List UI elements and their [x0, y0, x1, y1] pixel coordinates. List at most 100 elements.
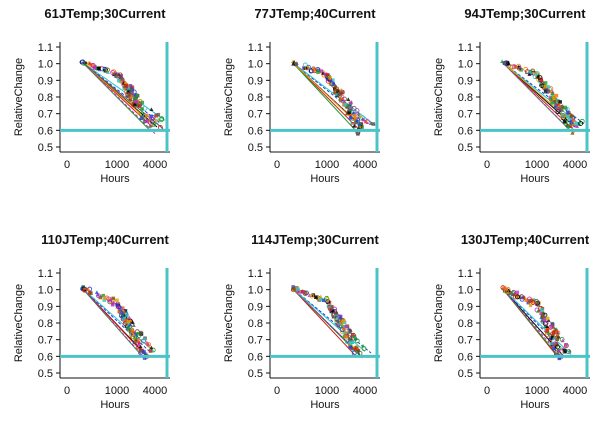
data-point [302, 62, 308, 68]
y-tick-label: 1.1 [458, 268, 473, 280]
data-point [541, 84, 545, 88]
data-point [534, 298, 539, 304]
data-point [131, 334, 136, 340]
data-point [111, 69, 117, 75]
panel-title: 77JTemp;40Current [254, 6, 376, 21]
x-axis-label: Hours [100, 399, 130, 411]
data-point [337, 91, 342, 96]
data-point [125, 313, 129, 318]
series-line [81, 287, 155, 352]
data-point [364, 119, 370, 125]
data-point [565, 114, 570, 119]
data-point [354, 338, 360, 344]
data-point [114, 74, 118, 78]
data-point [337, 314, 342, 319]
data-point [117, 72, 123, 78]
data-point [90, 63, 94, 68]
data-point [103, 296, 107, 300]
data-point [344, 335, 348, 339]
data-point [339, 94, 345, 100]
data-point [119, 313, 124, 319]
data-point [563, 348, 567, 353]
data-point [144, 340, 149, 345]
data-point [291, 62, 296, 66]
data-point [339, 327, 345, 333]
data-point [503, 289, 509, 294]
data-point [301, 289, 306, 294]
data-point [527, 296, 532, 302]
y-tick-label: 0.6 [458, 125, 473, 137]
data-point [535, 72, 540, 77]
data-point [134, 93, 139, 98]
data-point [554, 333, 559, 338]
data-point [128, 97, 133, 102]
data-point [138, 344, 143, 349]
y-tick-label: 1.0 [248, 285, 263, 297]
series-line [501, 287, 564, 360]
data-point [123, 309, 128, 313]
data-point [556, 349, 561, 353]
y-tick-label: 0.9 [248, 301, 263, 313]
data-point [121, 316, 126, 321]
y-tick-label: 0.8 [458, 92, 473, 104]
x-tick-label: 4000 [353, 159, 377, 171]
data-point [344, 324, 349, 329]
data-point [291, 287, 296, 291]
data-point [307, 293, 312, 298]
data-point [159, 116, 165, 122]
y-tick-label: 0.6 [38, 125, 53, 137]
data-point [345, 103, 350, 107]
data-point [509, 64, 515, 70]
data-point [551, 333, 555, 338]
data-point [337, 321, 342, 325]
data-point [352, 334, 357, 339]
data-point [347, 330, 352, 334]
data-point [371, 122, 376, 126]
data-point [349, 100, 354, 104]
data-point [543, 81, 548, 85]
data-point [130, 320, 135, 325]
data-point [314, 295, 318, 299]
data-point [540, 314, 545, 319]
x-axis-label: Hours [520, 173, 550, 185]
data-point [552, 335, 557, 340]
x-tick-label: 0 [64, 385, 70, 397]
data-point [356, 111, 361, 116]
data-point [564, 343, 568, 347]
y-tick-label: 0.7 [458, 335, 473, 347]
data-point [574, 121, 578, 126]
y-tick-label: 0.7 [458, 109, 473, 121]
data-point [328, 76, 332, 80]
data-point [148, 349, 153, 353]
data-point [87, 61, 92, 65]
data-point [126, 319, 131, 324]
x-axis-label: Hours [310, 399, 340, 411]
data-point [119, 74, 123, 78]
y-tick-label: 1.1 [248, 268, 263, 280]
data-point [502, 61, 507, 65]
data-point [149, 107, 154, 111]
data-point [101, 293, 105, 298]
data-point [132, 102, 137, 106]
data-point [321, 298, 326, 303]
data-point [538, 311, 543, 315]
panel-title: 110JTemp;40Current [41, 232, 169, 247]
y-tick-label: 0.5 [458, 368, 473, 380]
data-point [96, 293, 101, 299]
data-point [94, 290, 99, 294]
y-tick-label: 0.5 [458, 142, 473, 154]
data-point [562, 119, 567, 124]
data-point [554, 102, 559, 107]
data-point [361, 343, 366, 348]
data-point [555, 100, 560, 105]
data-point [136, 101, 140, 106]
y-tick-label: 1.0 [458, 285, 473, 297]
data-point [139, 116, 144, 121]
data-point [119, 309, 124, 314]
data-point [142, 119, 147, 124]
data-point [358, 114, 363, 118]
series-line [291, 61, 360, 135]
data-point [137, 104, 142, 108]
data-point [342, 99, 347, 103]
data-point [344, 339, 350, 345]
